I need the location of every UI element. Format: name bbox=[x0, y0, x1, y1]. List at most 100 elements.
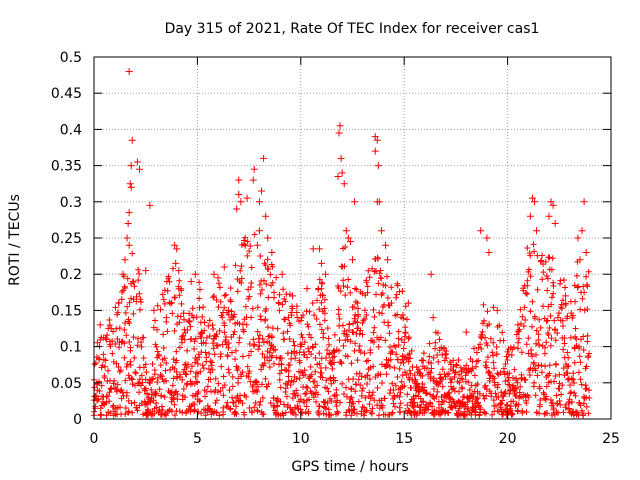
data-point bbox=[453, 362, 460, 369]
data-point bbox=[106, 322, 113, 329]
data-point bbox=[124, 360, 131, 367]
data-point bbox=[435, 358, 442, 365]
data-point bbox=[517, 383, 524, 390]
data-point bbox=[200, 304, 207, 311]
data-point bbox=[374, 384, 381, 391]
data-point bbox=[493, 343, 500, 350]
data-point bbox=[247, 378, 254, 385]
data-point bbox=[534, 372, 541, 379]
data-point bbox=[358, 373, 365, 380]
data-point bbox=[310, 344, 317, 351]
data-point bbox=[292, 355, 299, 362]
data-point bbox=[130, 279, 137, 286]
data-point bbox=[154, 302, 161, 309]
data-point bbox=[122, 309, 129, 316]
data-point bbox=[232, 409, 239, 416]
data-point bbox=[228, 349, 235, 356]
data-point bbox=[119, 270, 127, 278]
data-point bbox=[535, 331, 542, 338]
data-point bbox=[430, 354, 437, 361]
data-point bbox=[370, 363, 377, 370]
data-point bbox=[181, 336, 188, 343]
data-point bbox=[127, 344, 134, 351]
data-point bbox=[271, 289, 278, 296]
data-point bbox=[451, 388, 458, 395]
data-point bbox=[338, 360, 345, 367]
data-point bbox=[572, 298, 579, 305]
data-point bbox=[325, 388, 332, 395]
data-point bbox=[387, 356, 394, 363]
data-point bbox=[346, 327, 353, 334]
y-tick-label: 0 bbox=[73, 412, 82, 428]
data-point bbox=[115, 364, 122, 371]
data-point bbox=[369, 265, 376, 272]
data-point bbox=[270, 360, 277, 367]
data-point bbox=[549, 201, 557, 209]
data-point bbox=[401, 339, 408, 346]
data-point bbox=[410, 404, 417, 411]
data-point bbox=[570, 370, 577, 377]
data-point bbox=[250, 336, 257, 343]
data-point bbox=[420, 398, 427, 405]
x-tick-label: 0 bbox=[90, 431, 99, 447]
data-point bbox=[453, 361, 460, 368]
data-point bbox=[195, 389, 202, 396]
data-point bbox=[135, 277, 142, 284]
data-point bbox=[327, 360, 334, 367]
data-point bbox=[332, 377, 339, 384]
data-point bbox=[497, 369, 504, 376]
data-point bbox=[523, 409, 530, 416]
data-point bbox=[546, 254, 553, 261]
data-point bbox=[449, 404, 456, 411]
data-point bbox=[216, 284, 223, 291]
data-point bbox=[281, 336, 288, 343]
data-point bbox=[176, 277, 183, 284]
data-point bbox=[173, 357, 180, 364]
data-point bbox=[452, 369, 459, 376]
data-point bbox=[124, 303, 131, 310]
data-point bbox=[154, 348, 161, 355]
data-point bbox=[391, 393, 398, 400]
data-point bbox=[438, 376, 445, 383]
data-point bbox=[564, 349, 571, 356]
data-point bbox=[504, 402, 511, 409]
data-point bbox=[170, 394, 177, 401]
data-point bbox=[417, 395, 424, 402]
data-point bbox=[471, 345, 478, 352]
data-point bbox=[301, 399, 308, 406]
data-point bbox=[551, 327, 558, 334]
data-point bbox=[376, 270, 383, 277]
data-point bbox=[91, 361, 98, 368]
data-point bbox=[259, 394, 266, 401]
data-point bbox=[406, 334, 413, 341]
data-point bbox=[227, 296, 234, 303]
data-point bbox=[198, 410, 205, 417]
data-point bbox=[136, 270, 143, 277]
data-point bbox=[235, 364, 242, 371]
data-point bbox=[524, 244, 531, 251]
data-point bbox=[410, 395, 417, 402]
data-point bbox=[162, 314, 170, 322]
data-point bbox=[323, 377, 330, 384]
data-point bbox=[206, 317, 213, 324]
data-point bbox=[244, 238, 251, 245]
data-point bbox=[246, 405, 253, 412]
data-point bbox=[333, 403, 340, 410]
data-point bbox=[543, 339, 550, 346]
data-point bbox=[576, 353, 583, 360]
data-point bbox=[235, 176, 243, 184]
y-tick-label: 0.1 bbox=[60, 340, 82, 356]
data-point bbox=[331, 359, 338, 366]
data-point bbox=[547, 198, 555, 206]
data-point bbox=[575, 369, 582, 376]
data-point bbox=[340, 330, 347, 337]
data-point bbox=[398, 378, 405, 385]
data-point bbox=[151, 367, 158, 374]
data-point bbox=[328, 380, 335, 387]
data-point bbox=[163, 377, 170, 384]
data-point bbox=[349, 256, 356, 264]
data-point bbox=[214, 389, 221, 396]
data-point bbox=[432, 339, 439, 346]
data-point bbox=[98, 411, 105, 418]
